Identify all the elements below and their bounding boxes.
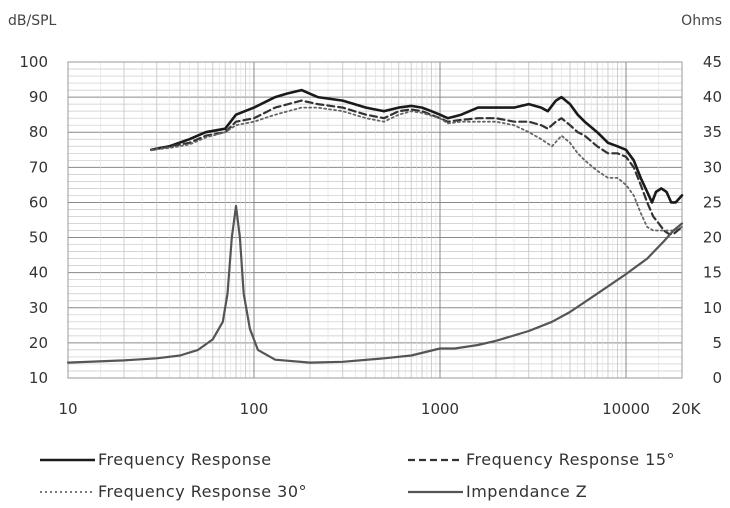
y-left-tick-label: 30 [29, 299, 48, 317]
y-left-tick-label: 20 [29, 334, 48, 352]
y-right-tick-label: 20 [703, 229, 722, 247]
x-tick-label: 1000 [421, 400, 459, 418]
series-line-4 [66, 204, 684, 364]
legend-label: Frequency Response 30° [98, 482, 307, 501]
y-right-tick-label: 25 [703, 193, 722, 211]
legend-label: Impendance Z [466, 482, 587, 501]
series-group [66, 88, 684, 364]
legend: Frequency Response Frequency Response 15°… [40, 450, 675, 501]
y-left-tick-label: 10 [29, 369, 48, 387]
x-tick-label: 100 [240, 400, 269, 418]
y-right-tick-label: 15 [703, 264, 722, 282]
y-axis-right-title: Ohms [681, 13, 722, 29]
y-right-tick-label: 45 [703, 53, 722, 71]
y-left-tick-label: 70 [29, 158, 48, 176]
plot-border [67, 61, 683, 379]
tick-labels: 1020304050607080901000510152025303540451… [19, 53, 722, 418]
x-tick-label: 10 [58, 400, 77, 418]
y-right-tick-label: 0 [712, 369, 722, 387]
y-right-tick-label: 10 [703, 299, 722, 317]
y-left-tick-label: 80 [29, 123, 48, 141]
series-line-2 [150, 99, 684, 236]
y-axis-left-title: dB/SPL [8, 13, 57, 29]
y-left-tick-label: 100 [19, 53, 48, 71]
y-left-tick-label: 90 [29, 88, 48, 106]
legend-label: Frequency Response 15° [466, 450, 675, 469]
y-right-tick-label: 30 [703, 158, 722, 176]
y-right-tick-label: 35 [703, 123, 722, 141]
y-right-tick-label: 40 [703, 88, 722, 106]
legend-label: Frequency Response [98, 450, 272, 469]
series-line-3 [150, 106, 683, 232]
x-tick-label: 20K [672, 400, 702, 418]
x-tick-label: 10000 [602, 400, 650, 418]
y-right-tick-label: 5 [712, 334, 722, 352]
y-left-tick-label: 40 [29, 264, 48, 282]
y-left-tick-label: 60 [29, 193, 48, 211]
series-line-1 [149, 88, 684, 204]
y-left-tick-label: 50 [29, 229, 48, 247]
